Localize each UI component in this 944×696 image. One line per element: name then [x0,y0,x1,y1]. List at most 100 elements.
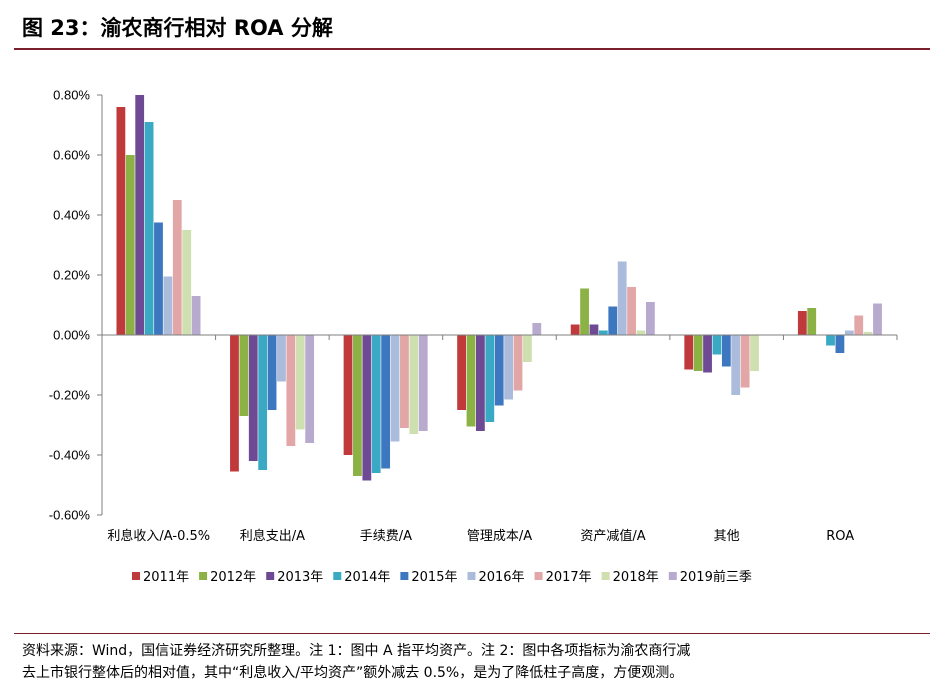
legend-label: 2016年 [478,570,524,585]
bar [172,200,182,335]
legend-swatch [534,572,543,580]
category-label: 利息支出/A [240,528,305,544]
bar [750,335,759,371]
bar [371,335,381,473]
bar [598,330,608,335]
bar [494,335,504,406]
y-axis: 0.80% 0.60% 0.40% 0.20% 0.00% -0.20% -0.40% -0.… [49,88,103,523]
bar [863,332,873,335]
y-tick-label: 0.40% [53,208,90,223]
footnote-line-2: 去上市银行整体后的相对值，其中“利息收入/平均资产”额外减去 0.5%，是为了降… [22,665,684,681]
bar [286,335,296,446]
bar [353,335,362,476]
category-label: 管理成本/A [467,529,532,544]
bar [807,308,817,335]
legend-swatch [601,572,610,580]
bar [844,330,854,335]
legend-label: 2013年 [277,570,323,585]
legend-swatch [266,572,275,580]
bar [589,324,599,335]
footer-divider [14,633,930,634]
x-axis: 利息收入/A-0.5% 利息支出/A 手续费/A 管理成本/A 资产减值/A 其他 ROA [101,334,898,544]
bar [835,335,845,353]
bar [721,335,731,367]
category-label: 手续费/A [360,529,412,544]
category-label: 其他 [714,529,740,544]
y-tick-label: -0.40% [49,448,91,463]
title-divider [14,48,930,50]
bar [608,306,618,335]
y-tick-label: 0.80% [53,88,90,103]
category-label: 利息收入/A-0.5% [107,528,210,544]
bar [797,311,807,335]
legend-label: 2019前三季 [680,569,752,585]
bar [466,335,476,427]
bar [854,315,864,335]
bar [485,335,495,422]
y-tick-label: 0.00% [53,328,90,343]
bar [513,335,523,391]
bar [191,296,201,335]
bar [400,335,409,428]
bar [230,335,239,472]
legend-label: 2018年 [613,570,659,585]
bar [305,335,315,443]
legend-swatch [400,572,409,580]
bar [826,335,835,346]
bar [182,230,192,335]
footnote-line-1: 资料来源：Wind，国信证券经济研究所整理。注 1：图中 A 指平均资产。注 2… [22,643,691,659]
bar [277,335,286,382]
bar [617,261,627,335]
bar [267,335,277,410]
bar [390,335,400,442]
legend-swatch [132,572,140,580]
page-title: 图 23：渝农商行相对 ROA 分解 [22,16,333,40]
bar [580,288,589,335]
y-tick-label: 0.20% [53,268,90,283]
bar [740,335,750,388]
legend-label: 2017年 [546,570,592,585]
bar [116,107,126,335]
bar [154,222,163,335]
bar [239,335,249,416]
bar [693,335,703,371]
y-tick-label: -0.20% [49,388,91,403]
legend-swatch [467,572,476,580]
category-label: 资产减值/A [580,528,645,544]
bar [636,330,646,335]
legend-swatch [199,572,208,580]
bar [418,335,428,431]
bar [684,335,694,370]
legend-label: 2014年 [344,570,390,585]
bar [144,122,154,335]
bar [523,335,532,362]
y-tick-label: -0.60% [49,508,91,523]
category-label: ROA [826,529,854,544]
legend-label: 2011年 [143,570,189,585]
bar [409,335,419,434]
bar [532,323,542,335]
roa-decomposition-chart: 0.80% 0.60% 0.40% 0.20% 0.00% -0.20% -0.40% -0.… [49,88,898,585]
title-bar: 图 23：渝农商行相对 ROA 分解 [0,0,944,50]
bar [362,335,372,481]
legend-swatch [333,572,342,580]
bar [873,303,882,335]
bar [163,276,173,335]
legend-swatch [668,572,677,580]
bar [343,335,353,455]
bar [570,324,580,335]
bar [627,287,636,335]
bar [703,335,712,373]
bars [116,95,882,481]
bar [504,335,513,400]
legend-label: 2012年 [210,570,256,585]
bar [476,335,485,431]
bar [645,302,655,335]
y-tick-label: 0.60% [53,148,90,163]
footnote: 资料来源：Wind，国信证券经济研究所整理。注 1：图中 A 指平均资产。注 2… [22,640,927,684]
bar [457,335,466,410]
legend-label: 2015年 [411,570,457,585]
legend: 2011年 2012年 2013年 2014年 2015年 2016年 2017年 2018年… [132,569,752,585]
bar [135,95,145,335]
bar [258,335,268,470]
